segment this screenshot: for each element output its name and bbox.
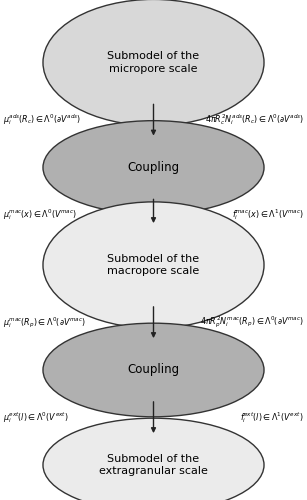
Text: $\mu_i^{mac}(R_p) \in \Lambda^0(\partial V^{mac})$: $\mu_i^{mac}(R_p) \in \Lambda^0(\partial… (3, 316, 86, 330)
Text: $\mu_i^{mac}(x) \in \Lambda^0(V^{mac})$: $\mu_i^{mac}(x) \in \Lambda^0(V^{mac})$ (3, 208, 77, 222)
Text: $f_i^{ext}(l) \in \Lambda^1(V^{ext})$: $f_i^{ext}(l) \in \Lambda^1(V^{ext})$ (240, 410, 304, 425)
Text: Submodel of the
extragranular scale: Submodel of the extragranular scale (99, 454, 208, 476)
Text: Coupling: Coupling (127, 364, 180, 376)
Text: Submodel of the
macropore scale: Submodel of the macropore scale (107, 254, 200, 276)
Ellipse shape (43, 418, 264, 500)
Ellipse shape (43, 202, 264, 328)
Text: Coupling: Coupling (127, 161, 180, 174)
Text: Submodel of the
micropore scale: Submodel of the micropore scale (107, 52, 200, 74)
Text: $f_i^{mac}(x) \in \Lambda^1(V^{mac})$: $f_i^{mac}(x) \in \Lambda^1(V^{mac})$ (232, 208, 304, 222)
Ellipse shape (43, 0, 264, 126)
Ellipse shape (43, 323, 264, 417)
Text: $4\pi R_p^2 N_i^{mac}(R_p) \in \Lambda^0(\partial V^{mac})$: $4\pi R_p^2 N_i^{mac}(R_p) \in \Lambda^0… (200, 315, 304, 330)
Text: $\mu_i^{ads}(R_c) \in \Lambda^0(\partial V^{ads})$: $\mu_i^{ads}(R_c) \in \Lambda^0(\partial… (3, 112, 81, 128)
Text: $\mu_i^{ext}(l) \in \Lambda^0(V^{ext})$: $\mu_i^{ext}(l) \in \Lambda^0(V^{ext})$ (3, 410, 69, 425)
Ellipse shape (43, 120, 264, 214)
Text: $4\pi R_c^2 N_i^{ads}(R_c) \in \Lambda^0(\partial V^{ads})$: $4\pi R_c^2 N_i^{ads}(R_c) \in \Lambda^0… (204, 112, 304, 128)
